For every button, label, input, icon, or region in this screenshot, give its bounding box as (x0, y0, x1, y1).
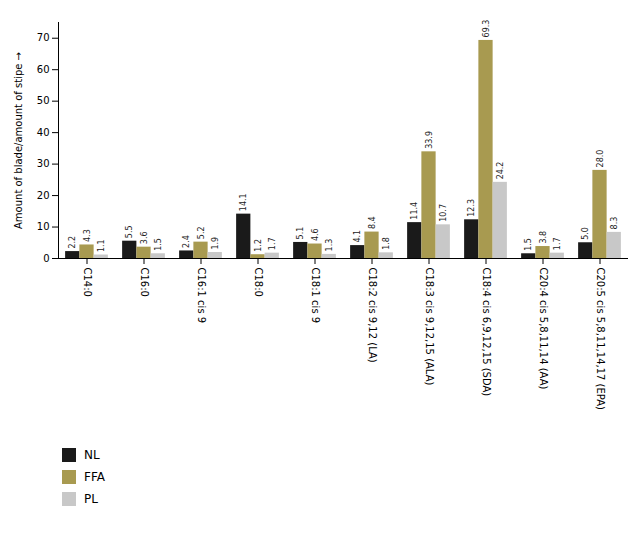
html-text:FFA: FFA (84, 470, 105, 484)
svg-text:10: 10 (37, 221, 50, 232)
svg-text:C18:0: C18:0 (253, 268, 264, 297)
svg-text:8.3: 8.3 (610, 217, 619, 230)
html-text:NL: NL (84, 448, 100, 462)
svg-text:70: 70 (37, 32, 50, 43)
svg-text:14.1: 14.1 (239, 193, 248, 211)
svg-text:11.4: 11.4 (410, 202, 419, 220)
svg-text:C18:4 cis 6,9,12,15 (SDA): C18:4 cis 6,9,12,15 (SDA) (481, 268, 492, 397)
svg-text:C18:2 cis 9,12 (LA): C18:2 cis 9,12 (LA) (367, 268, 378, 363)
svg-text:5.0: 5.0 (581, 227, 590, 240)
svg-text:3.8: 3.8 (539, 231, 548, 244)
svg-text:69.3: 69.3 (482, 20, 491, 38)
svg-text:3.6: 3.6 (140, 231, 149, 244)
svg-text:C16:1 cis 9: C16:1 cis 9 (196, 268, 207, 324)
svg-text:4.1: 4.1 (353, 230, 362, 243)
svg-text:30: 30 (37, 158, 50, 169)
svg-text:60: 60 (37, 64, 50, 75)
svg-text:5.5: 5.5 (125, 225, 134, 238)
svg-text:C14:0: C14:0 (82, 268, 93, 297)
svg-text:1.7: 1.7 (553, 237, 562, 250)
svg-text:40: 40 (37, 127, 50, 138)
svg-text:Amount of blade/amount of stip: Amount of blade/amount of stipe → (13, 52, 24, 229)
svg-text:C18:1 cis 9: C18:1 cis 9 (310, 268, 321, 324)
svg-text:8.4: 8.4 (368, 216, 377, 229)
svg-text:50: 50 (37, 95, 50, 106)
svg-text:12.3: 12.3 (467, 199, 476, 217)
svg-text:33.9: 33.9 (425, 131, 434, 149)
svg-text:20: 20 (37, 190, 50, 201)
svg-text:1.3: 1.3 (325, 239, 334, 252)
svg-text:24.2: 24.2 (496, 162, 505, 180)
svg-text:2.4: 2.4 (182, 235, 191, 248)
svg-text:4.6: 4.6 (311, 228, 320, 241)
svg-text:1.2: 1.2 (254, 239, 263, 252)
svg-text:1.5: 1.5 (154, 238, 163, 251)
svg-text:1.1: 1.1 (97, 239, 106, 252)
svg-text:C20:4 cis 5,8,11,14 (AA): C20:4 cis 5,8,11,14 (AA) (538, 268, 549, 390)
svg-text:5.1: 5.1 (296, 227, 305, 240)
svg-text:1.9: 1.9 (211, 237, 220, 250)
svg-text:1.5: 1.5 (524, 238, 533, 251)
svg-text:0: 0 (43, 253, 49, 264)
svg-text:C18:3 cis 9,12,15 (ALA): C18:3 cis 9,12,15 (ALA) (424, 268, 435, 386)
svg-text:2.2: 2.2 (68, 236, 77, 249)
svg-text:4.3: 4.3 (83, 229, 92, 242)
svg-text:1.8: 1.8 (382, 237, 391, 250)
svg-text:C20:5 cis 5,8,11,14,17 (EPA): C20:5 cis 5,8,11,14,17 (EPA) (595, 268, 606, 411)
html-text:PL: PL (84, 492, 98, 506)
svg-text:1.7: 1.7 (268, 237, 277, 250)
svg-text:C16:0: C16:0 (139, 268, 150, 297)
svg-text:5.2: 5.2 (197, 226, 206, 239)
svg-text:28.0: 28.0 (596, 150, 605, 168)
svg-text:10.7: 10.7 (439, 204, 448, 222)
